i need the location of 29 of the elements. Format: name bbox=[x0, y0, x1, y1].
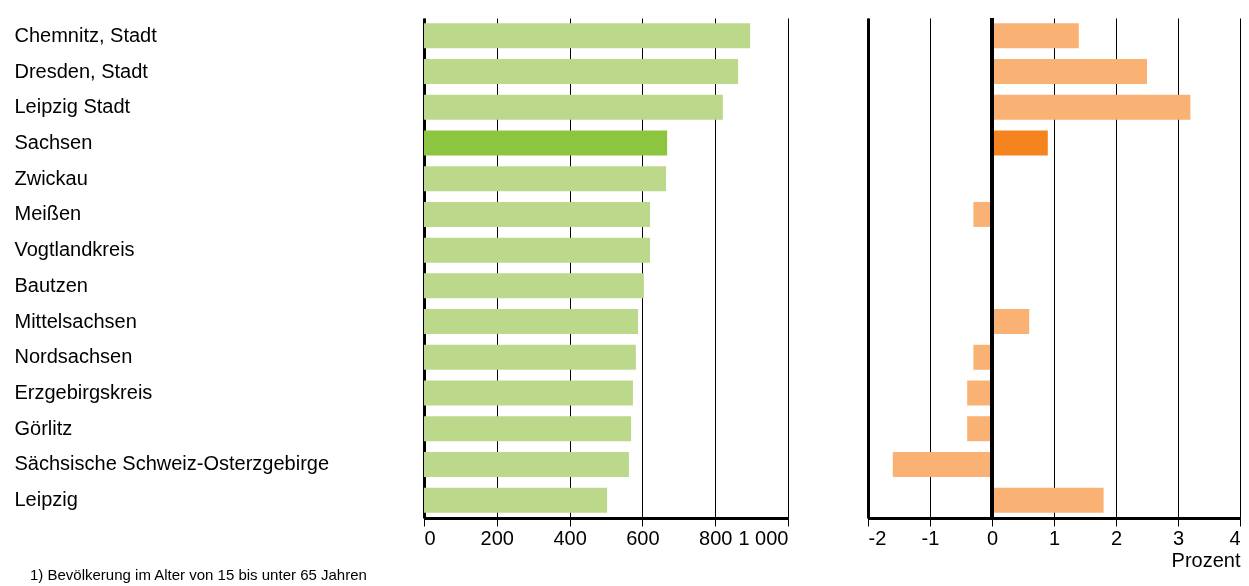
y-tick-label: Chemnitz, Stadt bbox=[14, 23, 158, 46]
x-tick-label: 1 000 bbox=[738, 526, 789, 549]
y-tick-label: Vogtlandkreis bbox=[14, 238, 135, 261]
y-tick-label: Erzgebirgskreis bbox=[14, 381, 153, 403]
x-tick-label: 3 bbox=[1172, 526, 1185, 549]
x-tick-label: -1 bbox=[921, 526, 940, 549]
y-tick-label: Leipzig bbox=[14, 488, 78, 511]
y-tick-label: Sachsen bbox=[14, 131, 93, 153]
x-tick-label: 0 bbox=[424, 526, 436, 549]
y-tick-label: Zwickau bbox=[14, 166, 88, 189]
y-tick-label: Mittelsachsen bbox=[14, 309, 137, 332]
y-tick-label: Sächsische Schweiz-Osterzgebirge bbox=[14, 452, 330, 475]
y-tick-label: Leipzig Stadt bbox=[14, 95, 131, 118]
x-tick-label: 0 bbox=[986, 526, 999, 549]
x-tick-label: 400 bbox=[553, 526, 587, 549]
y-tick-label: Meißen bbox=[14, 202, 82, 225]
x-tick-label: 200 bbox=[480, 526, 514, 549]
x-tick-label: 4 bbox=[1229, 526, 1241, 549]
text: 1) Bevölkerung im Alter von 15 bis unter 65 Jahren bbox=[30, 566, 367, 583]
y-tick-label: Dresden, Stadt bbox=[14, 59, 149, 82]
x-tick-label: 1 bbox=[1048, 526, 1061, 549]
y-tick-label: Görlitz bbox=[14, 416, 73, 439]
x-tick-label: 600 bbox=[626, 526, 660, 549]
x-tick-label: -2 bbox=[868, 526, 887, 549]
y-tick-label: Bautzen bbox=[14, 273, 88, 296]
x-tick-label: 2 bbox=[1110, 526, 1123, 549]
y-tick-label: Nordsachsen bbox=[14, 345, 133, 368]
x-axis-title: Prozent bbox=[1171, 548, 1241, 571]
x-tick-label: 800 bbox=[699, 526, 733, 549]
